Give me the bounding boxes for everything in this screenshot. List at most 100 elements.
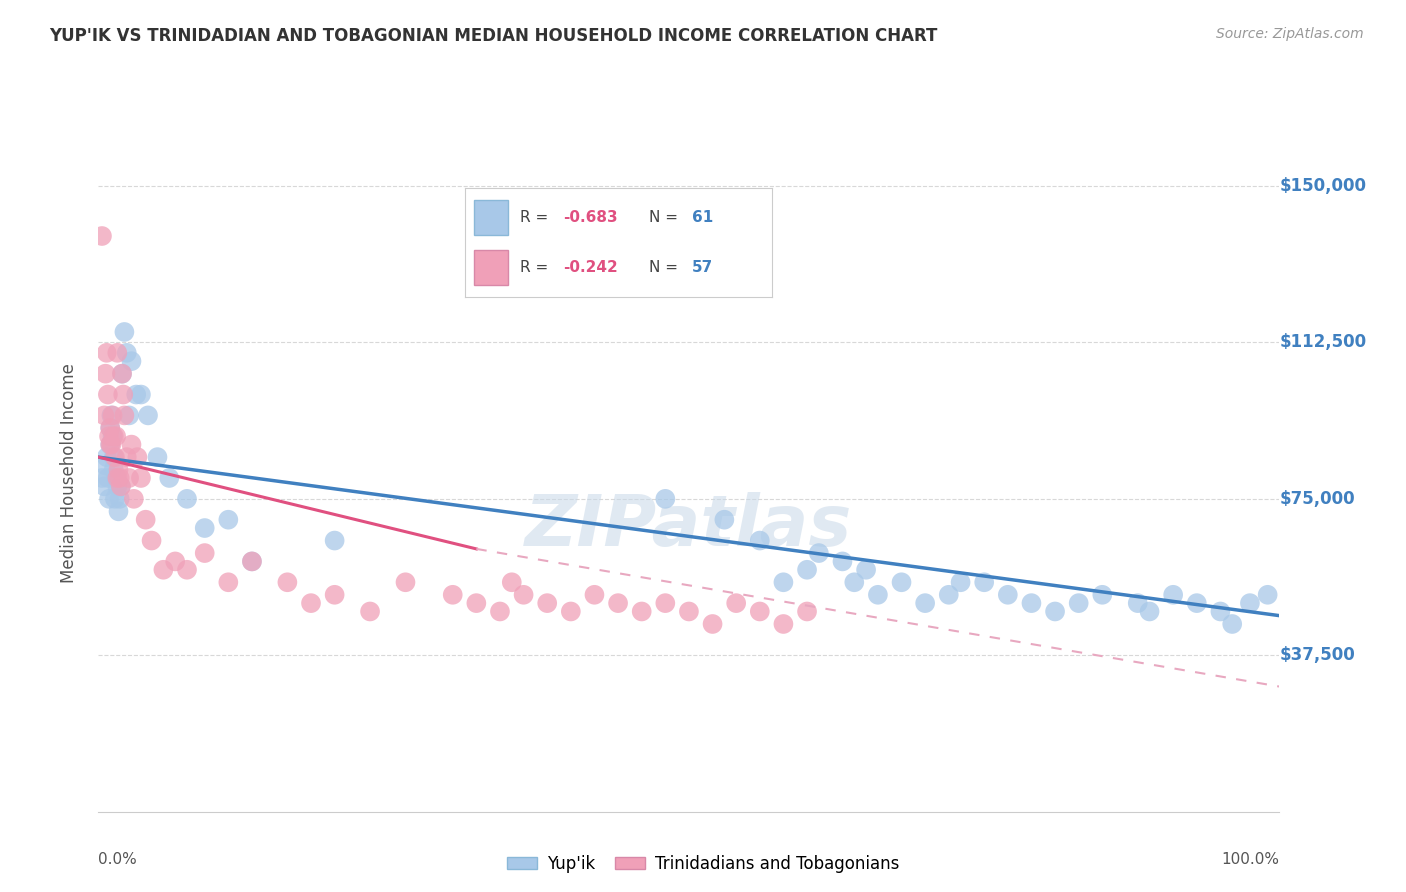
Text: $75,000: $75,000 bbox=[1279, 490, 1355, 508]
Point bbox=[973, 575, 995, 590]
Point bbox=[111, 367, 134, 381]
Text: N =: N = bbox=[648, 210, 683, 225]
Text: 100.0%: 100.0% bbox=[1222, 853, 1279, 867]
Point bbox=[115, 346, 138, 360]
Point bbox=[112, 387, 135, 401]
Point bbox=[94, 367, 117, 381]
Point bbox=[607, 596, 630, 610]
Point bbox=[127, 450, 149, 464]
Text: $37,500: $37,500 bbox=[1279, 647, 1355, 665]
Point bbox=[194, 546, 217, 560]
Point bbox=[146, 450, 169, 464]
Point bbox=[194, 521, 217, 535]
Text: N =: N = bbox=[648, 260, 683, 275]
Text: 57: 57 bbox=[692, 260, 713, 275]
Point bbox=[772, 617, 794, 632]
Point bbox=[997, 588, 1019, 602]
Text: YUP'IK VS TRINIDADIAN AND TOBAGONIAN MEDIAN HOUSEHOLD INCOME CORRELATION CHART: YUP'IK VS TRINIDADIAN AND TOBAGONIAN MED… bbox=[49, 27, 938, 45]
Point bbox=[98, 429, 121, 443]
Point bbox=[129, 387, 152, 401]
Point bbox=[465, 596, 488, 610]
Point bbox=[94, 458, 117, 473]
Point bbox=[101, 429, 124, 443]
Point bbox=[560, 605, 582, 619]
Point bbox=[748, 605, 770, 619]
Text: $112,500: $112,500 bbox=[1279, 334, 1367, 351]
Point bbox=[240, 554, 263, 568]
Point bbox=[1257, 588, 1279, 602]
Point bbox=[796, 605, 818, 619]
Text: Source: ZipAtlas.com: Source: ZipAtlas.com bbox=[1216, 27, 1364, 41]
Point bbox=[100, 409, 122, 423]
Point bbox=[112, 325, 135, 339]
Point bbox=[105, 429, 128, 443]
Text: -0.683: -0.683 bbox=[562, 210, 617, 225]
Point bbox=[115, 450, 138, 464]
Point bbox=[299, 596, 322, 610]
Point bbox=[105, 471, 128, 485]
Point bbox=[748, 533, 770, 548]
Point bbox=[98, 437, 121, 451]
Point bbox=[831, 554, 853, 568]
Point bbox=[1185, 596, 1208, 610]
Point bbox=[359, 605, 381, 619]
Point bbox=[441, 588, 464, 602]
Point bbox=[111, 367, 134, 381]
Point bbox=[394, 575, 416, 590]
Point bbox=[1067, 596, 1090, 610]
Point bbox=[100, 437, 122, 451]
Point bbox=[91, 229, 114, 244]
Point bbox=[176, 563, 198, 577]
Point bbox=[1126, 596, 1149, 610]
Point bbox=[949, 575, 972, 590]
Point bbox=[240, 554, 263, 568]
Point bbox=[536, 596, 558, 610]
Point bbox=[97, 387, 120, 401]
Point bbox=[98, 437, 121, 451]
Point bbox=[105, 479, 128, 493]
Point bbox=[97, 471, 120, 485]
Point bbox=[1091, 588, 1114, 602]
FancyBboxPatch shape bbox=[474, 200, 508, 235]
Text: R =: R = bbox=[520, 260, 553, 275]
Point bbox=[98, 491, 121, 506]
FancyBboxPatch shape bbox=[474, 250, 508, 285]
Point bbox=[107, 462, 129, 476]
Point bbox=[217, 513, 239, 527]
Point bbox=[1021, 596, 1043, 610]
Point bbox=[105, 346, 128, 360]
Point bbox=[217, 575, 239, 590]
Point bbox=[96, 450, 118, 464]
Point bbox=[938, 588, 960, 602]
Point bbox=[1209, 605, 1232, 619]
Point bbox=[96, 346, 118, 360]
Y-axis label: Median Household Income: Median Household Income bbox=[59, 363, 77, 582]
Text: R =: R = bbox=[520, 210, 553, 225]
Point bbox=[93, 409, 115, 423]
Point bbox=[323, 533, 346, 548]
Point bbox=[98, 421, 121, 435]
Point bbox=[129, 471, 152, 485]
Point bbox=[125, 387, 148, 401]
Point bbox=[135, 513, 157, 527]
Point bbox=[772, 575, 794, 590]
Point bbox=[1139, 605, 1161, 619]
Point bbox=[501, 575, 523, 590]
Point bbox=[1043, 605, 1066, 619]
Point bbox=[121, 354, 143, 368]
Point bbox=[713, 513, 735, 527]
Point bbox=[583, 588, 606, 602]
Point bbox=[108, 471, 131, 485]
Text: 61: 61 bbox=[692, 210, 713, 225]
Point bbox=[118, 471, 141, 485]
Point bbox=[110, 479, 132, 493]
Point bbox=[914, 596, 936, 610]
Point bbox=[678, 605, 700, 619]
Point bbox=[93, 479, 115, 493]
Point bbox=[276, 575, 298, 590]
Point bbox=[323, 588, 346, 602]
Point bbox=[654, 491, 676, 506]
Point bbox=[702, 617, 724, 632]
Point bbox=[108, 491, 131, 506]
Point bbox=[176, 491, 198, 506]
